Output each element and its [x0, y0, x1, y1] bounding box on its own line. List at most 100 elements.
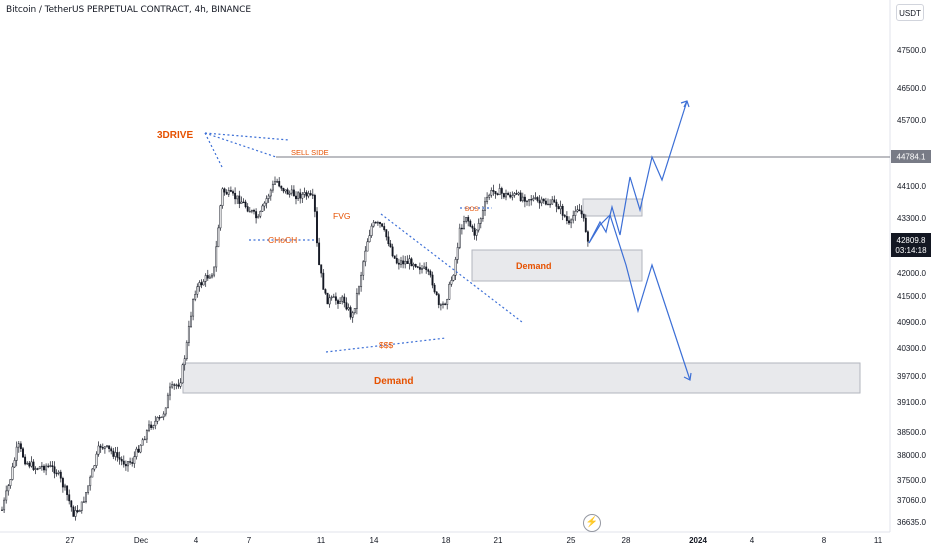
candle-body — [311, 194, 314, 196]
candle-body — [137, 448, 140, 453]
candle-body — [24, 456, 27, 465]
candle-body — [395, 258, 398, 264]
candle-body — [82, 501, 85, 503]
candle-body — [328, 297, 331, 305]
x-tick-label: 25 — [567, 536, 576, 545]
candle-body — [57, 471, 60, 474]
candle-body — [303, 192, 306, 195]
candle-body — [89, 476, 92, 487]
y-axis[interactable]: 47500.0 46500.0 45700.0 44100.0 43300.0 42000… — [897, 46, 926, 527]
candle-body — [576, 209, 579, 212]
candle-body — [40, 465, 43, 468]
candle-body — [570, 219, 573, 224]
candle-body — [332, 296, 335, 298]
candle-body — [542, 198, 545, 202]
large-demand-zone[interactable] — [182, 362, 861, 394]
candle-body — [3, 499, 6, 511]
sell-side-price-tag — [891, 150, 931, 163]
candle-body — [549, 203, 552, 206]
candle-body — [158, 417, 161, 419]
candle-body — [187, 325, 190, 343]
candle-body — [547, 203, 549, 206]
candle-body — [385, 229, 388, 238]
x-tick-label: 4 — [194, 536, 199, 545]
candle-body — [515, 193, 518, 195]
candle-body — [416, 266, 419, 268]
three-drive-line-left — [204, 132, 223, 168]
small-demand-label: Demand — [516, 261, 552, 271]
currency-button[interactable]: USDT — [896, 4, 924, 21]
candle-body — [59, 471, 62, 479]
candle-body — [271, 183, 274, 191]
candle-body — [34, 468, 37, 470]
candle-body — [240, 201, 243, 204]
candle-body — [122, 460, 125, 465]
candle-body — [439, 304, 442, 306]
candle-body — [383, 226, 386, 230]
candle-body — [446, 299, 449, 305]
candle-body — [145, 430, 148, 440]
y-tick-label: 39700.0 — [897, 372, 926, 381]
lightning-icon[interactable]: ⚡ — [583, 514, 601, 532]
candle-body — [557, 206, 560, 210]
candle-body — [116, 452, 119, 458]
current-price-text: 42809.8 — [897, 236, 926, 245]
candle-body — [433, 284, 436, 293]
candle-body — [267, 195, 270, 199]
candle-body — [408, 258, 411, 264]
candle-body — [47, 465, 50, 468]
candle-body — [442, 303, 444, 305]
candle-body — [99, 445, 102, 448]
x-tick-label: 11 — [317, 536, 326, 545]
candle-body — [578, 209, 581, 212]
candle-body — [532, 198, 535, 201]
candle-body — [70, 500, 73, 508]
candle-body — [402, 260, 405, 265]
candle-body — [181, 364, 184, 384]
candle-body — [244, 201, 247, 207]
candle-body — [477, 223, 480, 231]
y-tick-label: 40300.0 — [897, 344, 926, 353]
candle-body — [156, 417, 159, 422]
candle-body — [85, 492, 87, 503]
candle-body — [5, 490, 8, 501]
candle-body — [173, 384, 176, 386]
y-tick-label: 44100.0 — [897, 182, 926, 191]
x-axis[interactable]: 27 Dec 4 7 11 14 18 21 25 28 2024 4 8 11 — [66, 536, 883, 545]
candle-body — [481, 210, 484, 219]
candle-body — [288, 192, 291, 195]
candle-body — [368, 235, 371, 243]
candle-body — [517, 192, 520, 195]
candles — [1, 176, 589, 521]
candle-body — [148, 424, 150, 431]
bearish-projection — [588, 213, 691, 381]
candle-body — [505, 193, 507, 198]
candle-body — [53, 466, 56, 474]
candle-body — [343, 296, 346, 303]
sss-label: $$$ — [379, 340, 393, 350]
y-tick-label: 40900.0 — [897, 318, 926, 327]
candle-body — [458, 227, 461, 248]
candle-body — [528, 199, 531, 202]
candle-body — [217, 227, 220, 248]
x-tick-label: 11 — [874, 536, 883, 545]
candle-body — [452, 274, 455, 281]
candle-body — [586, 231, 589, 242]
candle-body — [563, 215, 566, 217]
sss-line — [325, 337, 447, 353]
candle-body — [404, 260, 407, 265]
candle-body — [175, 384, 178, 386]
candle-body — [227, 190, 230, 195]
candle-body — [431, 274, 434, 286]
candle-body — [72, 506, 75, 517]
candle-body — [475, 229, 478, 236]
candle-body — [80, 501, 83, 511]
candle-body — [412, 264, 415, 267]
candle-body — [372, 221, 375, 227]
small-demand-zone[interactable] — [471, 249, 643, 282]
candle-body — [362, 261, 365, 276]
candle-body — [568, 220, 570, 224]
x-tick-label: Dec — [134, 536, 148, 545]
three-drive-line-right — [204, 132, 277, 158]
